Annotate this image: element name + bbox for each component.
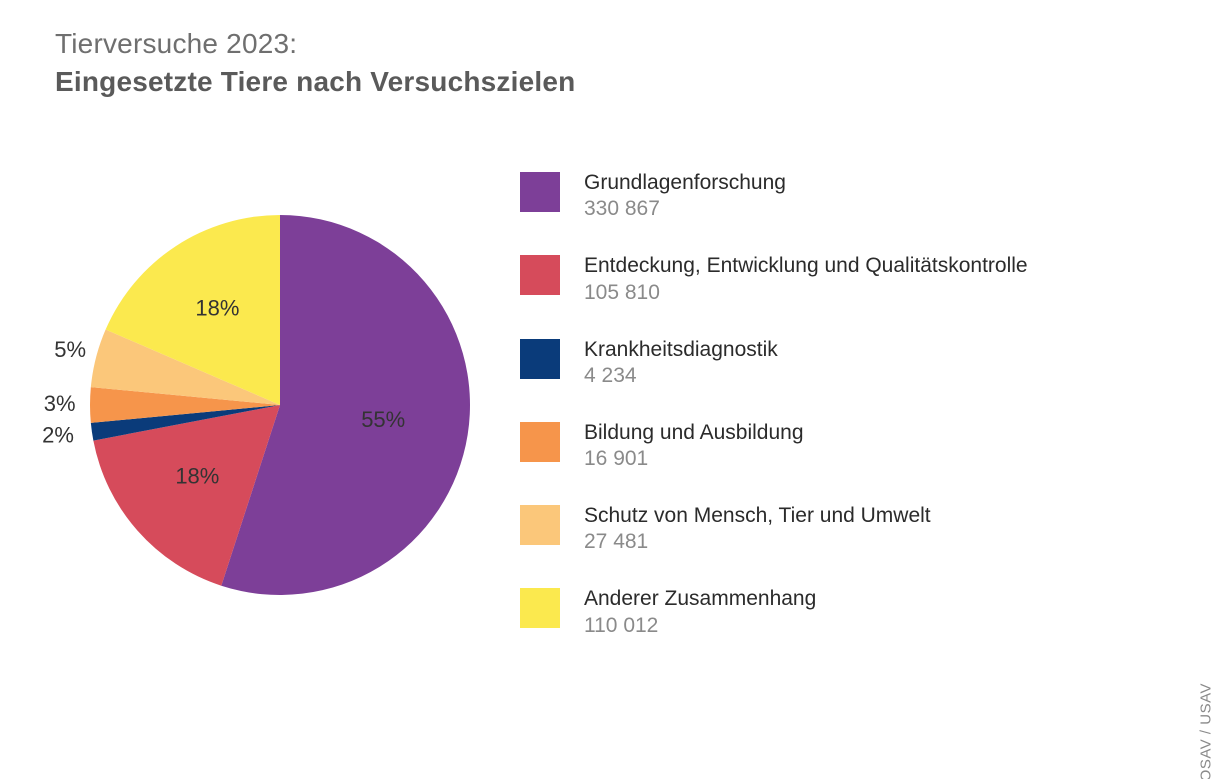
pie-label-bildung: 3%	[44, 391, 76, 416]
legend-item-schutz: Schutz von Mensch, Tier und Umwelt27 481	[520, 503, 1160, 554]
title-line2: Eingesetzte Tiere nach Versuchszielen	[55, 66, 575, 98]
legend-value-grundlagenforschung: 330 867	[584, 197, 786, 221]
legend-item-krankheitsdiagnostik: Krankheitsdiagnostik4 234	[520, 337, 1160, 388]
legend-swatch-krankheitsdiagnostik	[520, 339, 560, 379]
pie-label-krankheitsdiagnostik: 2%	[42, 422, 74, 447]
pie-label-grundlagenforschung: 55%	[361, 407, 405, 432]
legend-item-entdeckung: Entdeckung, Entwicklung und Qualitätskon…	[520, 253, 1160, 304]
title-line1: Tierversuche 2023:	[55, 28, 575, 60]
legend-value-krankheitsdiagnostik: 4 234	[584, 364, 778, 388]
legend-value-bildung: 16 901	[584, 447, 804, 471]
legend-item-anderer: Anderer Zusammenhang110 012	[520, 586, 1160, 637]
legend-value-schutz: 27 481	[584, 530, 931, 554]
legend-swatch-bildung	[520, 422, 560, 462]
legend-label-grundlagenforschung: Grundlagenforschung	[584, 170, 786, 196]
legend-label-anderer: Anderer Zusammenhang	[584, 586, 816, 612]
legend-value-entdeckung: 105 810	[584, 281, 1028, 305]
legend-value-anderer: 110 012	[584, 614, 816, 638]
legend: Grundlagenforschung330 867 Entdeckung, En…	[520, 170, 1160, 670]
legend-swatch-anderer	[520, 588, 560, 628]
legend-text-anderer: Anderer Zusammenhang110 012	[584, 586, 816, 637]
legend-label-entdeckung: Entdeckung, Entwicklung und Qualitätskon…	[584, 253, 1028, 279]
legend-label-schutz: Schutz von Mensch, Tier und Umwelt	[584, 503, 931, 529]
pie-label-schutz: 5%	[54, 337, 86, 362]
pie-label-anderer: 18%	[195, 296, 239, 321]
pie-chart: 55% 18% 2% 3% 5% 18%	[45, 190, 475, 620]
chart-title-block: Tierversuche 2023: Eingesetzte Tiere nac…	[55, 28, 575, 98]
legend-label-krankheitsdiagnostik: Krankheitsdiagnostik	[584, 337, 778, 363]
pie-svg: 55% 18% 2% 3% 5% 18%	[45, 190, 475, 620]
legend-text-bildung: Bildung und Ausbildung16 901	[584, 420, 804, 471]
legend-text-schutz: Schutz von Mensch, Tier und Umwelt27 481	[584, 503, 931, 554]
legend-swatch-grundlagenforschung	[520, 172, 560, 212]
legend-text-krankheitsdiagnostik: Krankheitsdiagnostik4 234	[584, 337, 778, 388]
legend-text-entdeckung: Entdeckung, Entwicklung und Qualitätskon…	[584, 253, 1028, 304]
legend-label-bildung: Bildung und Ausbildung	[584, 420, 804, 446]
legend-swatch-schutz	[520, 505, 560, 545]
legend-text-grundlagenforschung: Grundlagenforschung330 867	[584, 170, 786, 221]
copyright-text: © BLV / OSAV / USAV	[1197, 683, 1214, 779]
legend-swatch-entdeckung	[520, 255, 560, 295]
pie-label-entdeckung: 18%	[175, 464, 219, 489]
legend-item-bildung: Bildung und Ausbildung16 901	[520, 420, 1160, 471]
legend-item-grundlagenforschung: Grundlagenforschung330 867	[520, 170, 1160, 221]
